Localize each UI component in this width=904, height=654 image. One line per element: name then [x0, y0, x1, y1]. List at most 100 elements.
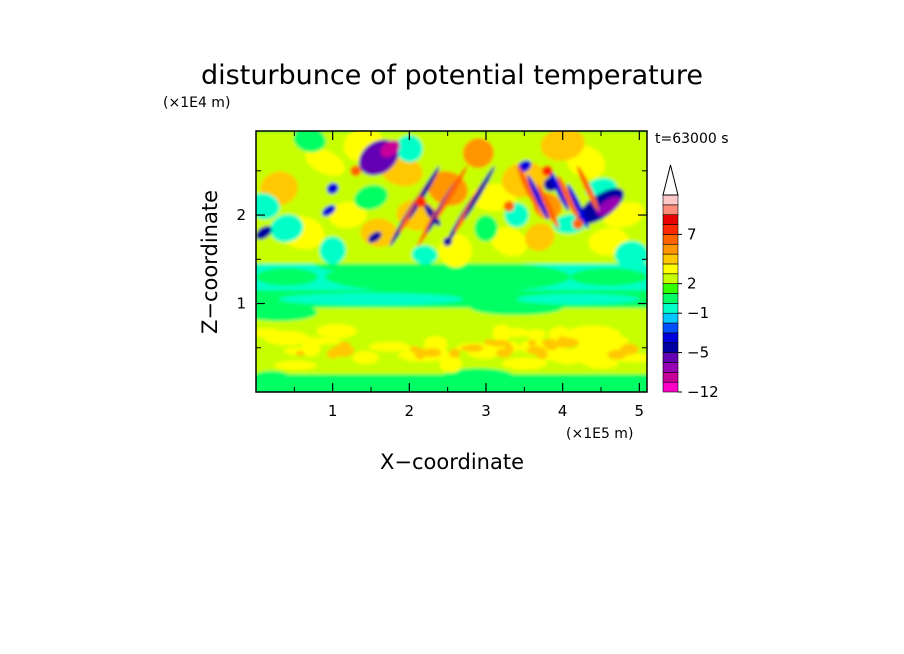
colorbar-swatch	[662, 303, 679, 314]
heatmap-blob	[328, 201, 368, 229]
heatmap-blob	[525, 223, 555, 251]
heatmap-blob	[316, 324, 357, 339]
heatmap-blob	[435, 166, 468, 220]
heatmap-blob	[484, 339, 495, 346]
colorbar-swatch	[662, 263, 679, 275]
heatmap-blob	[449, 348, 461, 359]
colorbar-swatch	[662, 381, 679, 393]
heatmap-blob	[557, 335, 568, 348]
heatmap-blob	[415, 196, 427, 208]
heatmap-blob	[492, 324, 512, 342]
heatmap-blob	[596, 196, 621, 216]
heatmap-blob	[577, 166, 599, 211]
heatmap-blob	[570, 268, 647, 286]
heatmap-blob	[354, 184, 388, 210]
heatmap-blob	[256, 370, 295, 392]
heatmap-blob	[562, 378, 609, 392]
heatmap-blob	[535, 349, 549, 360]
heatmap-field	[256, 131, 647, 392]
colorbar-swatch	[662, 362, 679, 373]
heatmap-blob	[528, 339, 537, 347]
colorbar-swatch	[662, 204, 679, 216]
heatmap-blob	[502, 357, 547, 370]
heatmap-blob	[440, 368, 517, 390]
colorbar-swatch	[662, 332, 679, 344]
x-axis-label: X−coordinate	[380, 450, 524, 474]
heatmap-blob	[490, 227, 528, 257]
colorbar-swatch	[662, 322, 679, 334]
heatmap-blob	[256, 303, 318, 322]
heatmap-blob	[395, 135, 423, 163]
heatmap-blob	[544, 339, 559, 351]
heatmap-blob	[256, 225, 272, 240]
heatmap-blob	[326, 182, 339, 195]
heatmap-blob	[540, 131, 585, 161]
heatmap-blob	[293, 131, 326, 153]
heatmap-blob	[547, 166, 569, 211]
y-axis-ticks: 12	[236, 170, 647, 349]
colorbar-swatch	[662, 253, 679, 265]
heatmap-blob	[541, 165, 553, 177]
x-tick-label: 3	[481, 402, 491, 420]
heatmap-blob	[289, 337, 342, 345]
colorbar-swatch	[662, 342, 679, 353]
heatmap-blob	[460, 345, 484, 352]
x-tick-label: 5	[635, 402, 645, 420]
heatmap-blob	[572, 218, 584, 230]
heatmap-blob	[322, 204, 336, 217]
heatmap-blob	[614, 240, 647, 269]
colorbar-swatch	[662, 234, 679, 245]
heatmap-blob	[305, 148, 345, 176]
heatmap-blob	[408, 166, 440, 220]
heatmap-blob	[368, 341, 411, 352]
heatmap-plot	[256, 131, 647, 392]
heatmap-blob	[256, 268, 318, 286]
colorbar-label: 2	[687, 275, 697, 293]
heatmap-blob	[567, 183, 589, 229]
heatmap-blob	[607, 349, 627, 360]
colorbar-swatch	[662, 214, 679, 225]
x-tick-label: 4	[558, 402, 568, 420]
heatmap-blob	[295, 350, 305, 357]
heatmap-blob	[516, 293, 640, 305]
colorbar-label: −5	[687, 344, 709, 362]
heatmap-blob	[279, 292, 463, 306]
colorbar: −12−5−127	[662, 164, 719, 401]
heatmap-blob	[577, 338, 610, 353]
colorbar-swatch	[662, 273, 679, 284]
x-tick-label: 1	[328, 402, 338, 420]
heatmap-blob	[463, 166, 495, 220]
heatmap-blob	[368, 231, 382, 243]
colorbar-label: 7	[687, 225, 697, 243]
heatmap-blob	[620, 343, 639, 355]
time-label: t=63000 s	[655, 131, 729, 147]
colorbar-swatch	[662, 283, 679, 294]
heatmap-blob	[504, 343, 514, 355]
colorbar-extend-arrow	[662, 164, 679, 196]
colorbar-label: −1	[687, 304, 709, 322]
y-axis-label: Z−coordinate	[198, 190, 222, 334]
heatmap-blob	[352, 351, 379, 365]
chart-title: disturbunce of potential temperature	[201, 60, 703, 91]
heatmap-blob	[274, 360, 317, 371]
y-tick-label: 2	[236, 206, 246, 224]
heatmap-blob	[411, 245, 438, 265]
heatmap-blob	[423, 348, 442, 358]
colorbar-swatch	[662, 243, 679, 255]
heatmap-blob	[517, 166, 539, 211]
heatmap-blob	[557, 174, 579, 220]
heatmap-blob	[474, 215, 498, 242]
plot-frame	[255, 130, 648, 393]
heatmap-blob	[462, 138, 494, 168]
heatmap-blob	[270, 214, 304, 243]
heatmap-blob	[564, 326, 621, 344]
colorbar-swatch	[662, 371, 679, 383]
colorbar-swatch	[662, 312, 679, 324]
y-axis-unit: (×1E4 m)	[163, 95, 230, 111]
colorbar-swatch	[662, 352, 679, 363]
colorbar-label: −12	[687, 383, 719, 401]
x-axis-ticks: 1 2 3 4 5	[293, 131, 645, 420]
heatmap-blob	[537, 183, 559, 229]
heatmap-blob	[338, 341, 350, 351]
